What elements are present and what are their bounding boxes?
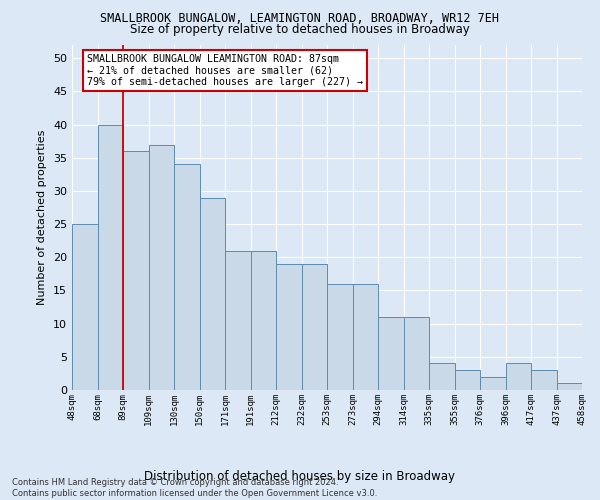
Y-axis label: Number of detached properties: Number of detached properties (37, 130, 47, 305)
Bar (531, 370, 557, 390)
Text: Distribution of detached houses by size in Broadway: Distribution of detached houses by size … (145, 470, 455, 483)
Bar (276, 264, 302, 390)
Text: SMALLBROOK BUNGALOW LEAMINGTON ROAD: 87sqm
← 21% of detached houses are smaller : SMALLBROOK BUNGALOW LEAMINGTON ROAD: 87s… (88, 54, 364, 87)
Bar (455, 370, 480, 390)
Bar (353, 284, 378, 390)
Bar (378, 317, 404, 390)
Text: SMALLBROOK BUNGALOW, LEAMINGTON ROAD, BROADWAY, WR12 7EH: SMALLBROOK BUNGALOW, LEAMINGTON ROAD, BR… (101, 12, 499, 26)
Bar (404, 317, 429, 390)
Bar (480, 376, 505, 390)
Bar (429, 364, 455, 390)
Bar (505, 364, 531, 390)
Bar (199, 198, 225, 390)
Text: Contains HM Land Registry data © Crown copyright and database right 2024.
Contai: Contains HM Land Registry data © Crown c… (12, 478, 377, 498)
Bar (123, 151, 149, 390)
Bar (302, 264, 327, 390)
Bar (174, 164, 199, 390)
Bar (72, 224, 97, 390)
Bar (557, 384, 582, 390)
Bar (327, 284, 353, 390)
Bar (149, 144, 174, 390)
Text: Size of property relative to detached houses in Broadway: Size of property relative to detached ho… (130, 22, 470, 36)
Bar (97, 124, 123, 390)
Bar (225, 250, 251, 390)
Bar (251, 250, 276, 390)
